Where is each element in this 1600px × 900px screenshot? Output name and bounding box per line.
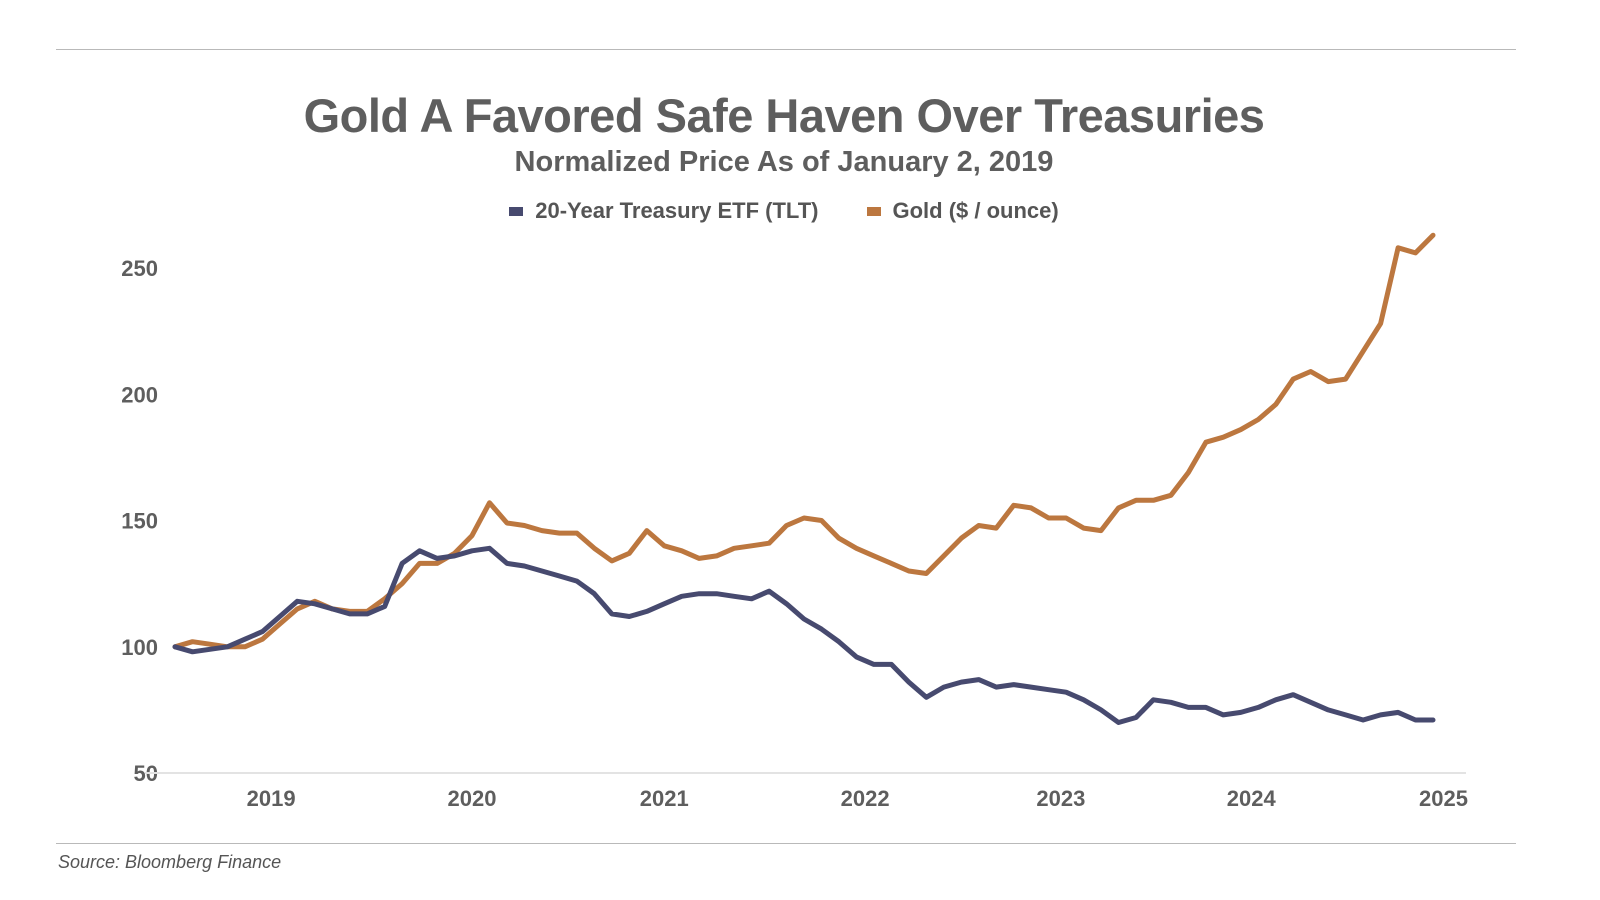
y-tick-label: 150: [121, 509, 158, 534]
series-lines: [172, 232, 1436, 725]
legend-label-tlt: 20-Year Treasury ETF (TLT): [535, 198, 819, 223]
x-tick-label: 2020: [448, 786, 497, 811]
x-tick-label: 2024: [1227, 786, 1277, 811]
tlt-series-line: [172, 545, 1436, 725]
x-tick-label: 2021: [640, 786, 689, 811]
x-tick-label: 2019: [247, 786, 296, 811]
chart-subtitle: Normalized Price As of January 2, 2019: [514, 146, 1054, 178]
legend-label-gold: Gold ($ / ounce): [892, 198, 1059, 223]
legend: 20-Year Treasury ETF (TLT) Gold ($ / oun…: [0, 198, 1568, 224]
legend-swatch-tlt: [509, 206, 524, 216]
y-tick-label: 100: [121, 635, 158, 660]
x-tick-label: 2025: [1419, 786, 1468, 811]
source-note: Source: Bloomberg Finance: [58, 852, 282, 872]
y-tick-label: 250: [121, 256, 158, 281]
x-axis: 2019 2020 2021 2022 2023 2024 2025: [247, 786, 1468, 811]
top-divider: [56, 49, 1516, 50]
legend-swatch-gold: [866, 206, 881, 216]
x-tick-label: 2022: [841, 786, 890, 811]
x-tick-label: 2023: [1036, 786, 1085, 811]
chart-title: Gold A Favored Safe Haven Over Treasurie…: [303, 89, 1265, 142]
legend-item-gold: Gold ($ / ounce): [866, 198, 1059, 224]
legend-item-tlt: 20-Year Treasury ETF (TLT): [509, 198, 819, 224]
gold-series-line: [172, 232, 1436, 650]
bottom-divider: [56, 843, 1516, 844]
y-tick-label: 200: [121, 382, 158, 407]
